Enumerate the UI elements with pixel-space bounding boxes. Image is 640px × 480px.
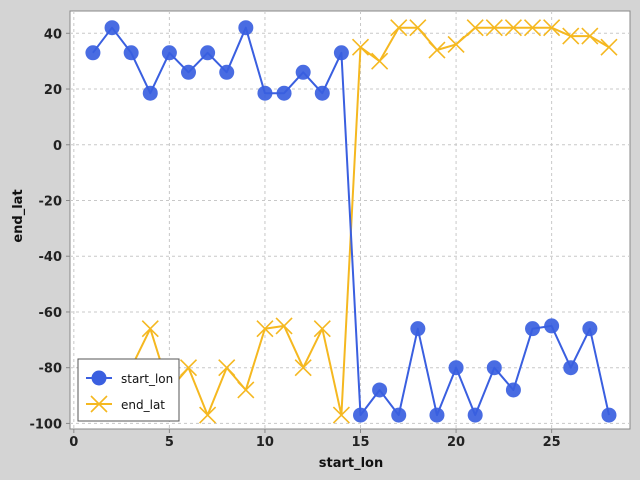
y-tick-label: -80 [39, 362, 63, 377]
legend: start_lon end_lat [77, 358, 180, 422]
x-tick-label: 5 [165, 435, 174, 450]
data-point-end-lat [179, 359, 198, 377]
data-point-end-lat [218, 359, 236, 377]
x-tick-label: 20 [447, 435, 465, 450]
series-group [84, 19, 618, 424]
legend-marker-start-lon [91, 370, 107, 386]
data-point-start-lon [525, 321, 541, 337]
data-point-start-lon [429, 407, 445, 423]
data-point-start-lon [544, 318, 560, 334]
y-tick-label: -20 [39, 194, 63, 209]
data-point-start-lon [486, 360, 502, 376]
data-point-end-lat [466, 19, 484, 37]
data-point-end-lat [351, 38, 370, 56]
data-point-start-lon [410, 321, 426, 337]
data-point-start-lon [467, 407, 483, 423]
legend-item-start-lon [86, 370, 112, 386]
tick-labels: 0 5 10 15 20 25 40 20 0 -20 -40 -60 -80 -100 [29, 27, 560, 450]
data-point-start-lon [448, 360, 464, 376]
data-point-end-lat [523, 19, 542, 37]
y-tick-label: -40 [39, 250, 63, 265]
legend-marker-end-lat [90, 395, 108, 413]
y-axis-label: end_lat [11, 189, 26, 242]
data-point-end-lat [581, 27, 599, 45]
data-point-start-lon [161, 45, 177, 61]
data-point-end-lat [447, 35, 465, 54]
data-point-start-lon [582, 321, 598, 337]
data-point-end-lat [600, 38, 618, 56]
y-tick-label: 40 [44, 27, 62, 42]
data-point-start-lon [314, 85, 330, 101]
legend-item-end-lat [86, 395, 112, 413]
legend-label-end-lat: end_lat [121, 398, 165, 412]
data-point-start-lon [238, 20, 254, 36]
x-tick-label: 0 [69, 435, 78, 450]
data-point-start-lon [200, 45, 216, 61]
data-point-end-lat [332, 406, 350, 424]
legend-box [77, 358, 180, 422]
x-tick-label: 25 [543, 435, 561, 450]
x-tick-label: 10 [256, 435, 274, 450]
data-point-end-lat [256, 320, 274, 338]
y-tick-label: -100 [29, 417, 62, 432]
data-point-start-lon [104, 20, 120, 36]
legend-label-start-lon: start_lon [121, 372, 173, 386]
axes [66, 32, 553, 433]
data-point-end-lat [275, 317, 293, 335]
data-point-start-lon [353, 407, 369, 423]
data-point-end-lat [428, 41, 446, 59]
data-point-start-lon [85, 45, 101, 61]
data-point-end-lat [313, 320, 331, 338]
data-point-end-lat [409, 19, 427, 37]
data-point-end-lat [485, 19, 503, 37]
x-tick-label: 15 [351, 435, 369, 450]
data-point-start-lon [142, 85, 158, 101]
series-line-start-lon [92, 26, 610, 417]
data-point-end-lat [543, 19, 561, 37]
data-point-end-lat [504, 19, 522, 37]
data-point-end-lat [294, 359, 312, 377]
y-tick-label: 0 [53, 139, 62, 154]
data-point-start-lon [180, 64, 196, 80]
data-point-start-lon [257, 85, 273, 101]
data-point-end-lat [562, 27, 580, 45]
data-point-end-lat [390, 19, 408, 37]
data-point-start-lon [295, 64, 311, 80]
data-point-start-lon [372, 382, 388, 398]
data-point-end-lat [141, 320, 159, 338]
data-point-start-lon [505, 382, 521, 398]
data-point-end-lat [371, 52, 389, 70]
data-point-start-lon [333, 45, 349, 61]
data-point-end-lat [237, 381, 255, 399]
data-point-start-lon [391, 407, 407, 423]
data-point-start-lon [601, 407, 617, 423]
data-point-start-lon [276, 85, 292, 101]
y-tick-label: -60 [39, 306, 63, 321]
y-tick-label: 20 [44, 83, 62, 98]
series-start-lon [85, 20, 617, 423]
x-axis-label: start_lon [319, 456, 384, 471]
data-point-end-lat [199, 406, 217, 424]
data-point-start-lon [123, 45, 139, 61]
data-point-start-lon [219, 64, 235, 80]
data-point-start-lon [563, 360, 579, 376]
